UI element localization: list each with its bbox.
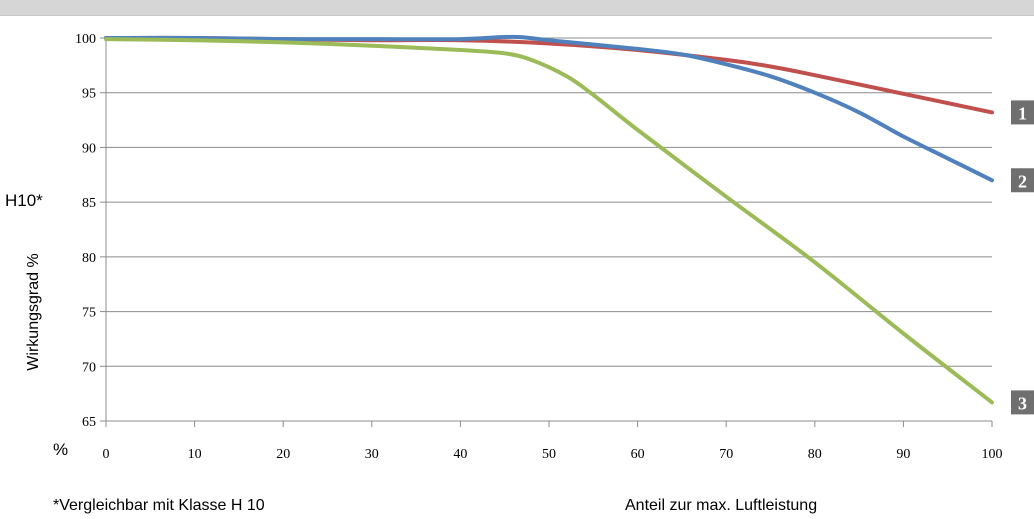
y-tick-label: 65 bbox=[82, 415, 96, 430]
x-tick-label: 90 bbox=[896, 447, 910, 462]
h10-marker-label: H10* bbox=[5, 191, 43, 210]
x-tick-label: 60 bbox=[631, 447, 645, 462]
x-tick-label: 80 bbox=[808, 447, 822, 462]
x-tick-label: 50 bbox=[542, 447, 556, 462]
y-tick-label: 95 bbox=[82, 87, 96, 102]
series-line-2 bbox=[104, 34, 994, 183]
chart-panel bbox=[0, 16, 1034, 519]
y-axis-label: Wirkungsgrad % bbox=[25, 253, 42, 370]
series-line-3 bbox=[104, 37, 994, 405]
x-axis-label: Anteil zur max. Luftleistung bbox=[625, 497, 817, 514]
x-tick-label: 30 bbox=[365, 447, 379, 462]
y-tick-label: 75 bbox=[82, 306, 96, 321]
y-tick-label: 70 bbox=[82, 360, 96, 375]
y-unit-label: % bbox=[53, 440, 68, 459]
series-lines bbox=[104, 34, 994, 405]
x-tick-label: 100 bbox=[982, 447, 1003, 462]
series-badge-label: 2 bbox=[1018, 171, 1027, 191]
x-tick-label: 70 bbox=[719, 447, 733, 462]
x-tick-label: 40 bbox=[453, 447, 467, 462]
series-badge-box bbox=[1011, 390, 1034, 415]
series-badge-label: 1 bbox=[1018, 103, 1027, 123]
gridlines bbox=[106, 37, 992, 422]
y-tick-label: 90 bbox=[82, 141, 96, 156]
y-tick-label: 80 bbox=[82, 251, 96, 266]
x-axis: 0 10 20 30 40 50 60 70 80 90 100 bbox=[103, 421, 1003, 462]
y-tick-label: 100 bbox=[75, 32, 96, 47]
series-badge-box bbox=[1011, 100, 1034, 125]
x-tick-label: 0 bbox=[103, 447, 110, 462]
footnote-text: *Vergleichbar mit Klasse H 10 bbox=[53, 497, 265, 514]
top-bar bbox=[0, 0, 1034, 16]
series-line-1 bbox=[104, 35, 994, 115]
y-axis: 100 95 90 85 80 75 70 65 bbox=[75, 32, 107, 430]
series-badge-label: 3 bbox=[1018, 393, 1027, 413]
series-badge-box bbox=[1011, 168, 1034, 193]
y-tick-label: 85 bbox=[82, 196, 96, 211]
series-badges: 1 2 3 bbox=[1011, 100, 1034, 415]
x-tick-label: 20 bbox=[276, 447, 290, 462]
x-tick-label: 10 bbox=[188, 447, 202, 462]
